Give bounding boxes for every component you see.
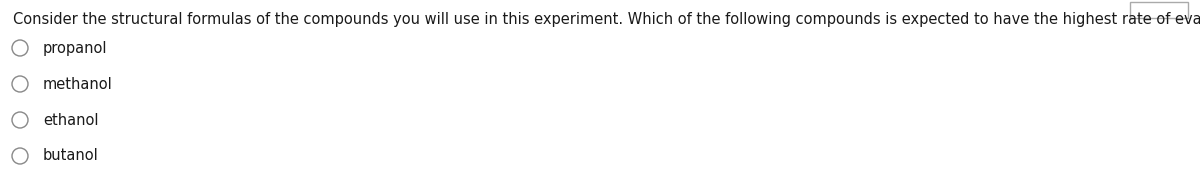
Circle shape <box>12 112 28 128</box>
Text: ethanol: ethanol <box>43 113 98 128</box>
Circle shape <box>12 148 28 164</box>
Circle shape <box>12 76 28 92</box>
Bar <box>1130 2 1188 18</box>
Text: methanol: methanol <box>43 76 113 92</box>
Text: propanol: propanol <box>43 41 108 55</box>
Text: Consider the structural formulas of the compounds you will use in this experimen: Consider the structural formulas of the … <box>13 12 1200 27</box>
Text: butanol: butanol <box>43 149 98 163</box>
Circle shape <box>12 40 28 56</box>
